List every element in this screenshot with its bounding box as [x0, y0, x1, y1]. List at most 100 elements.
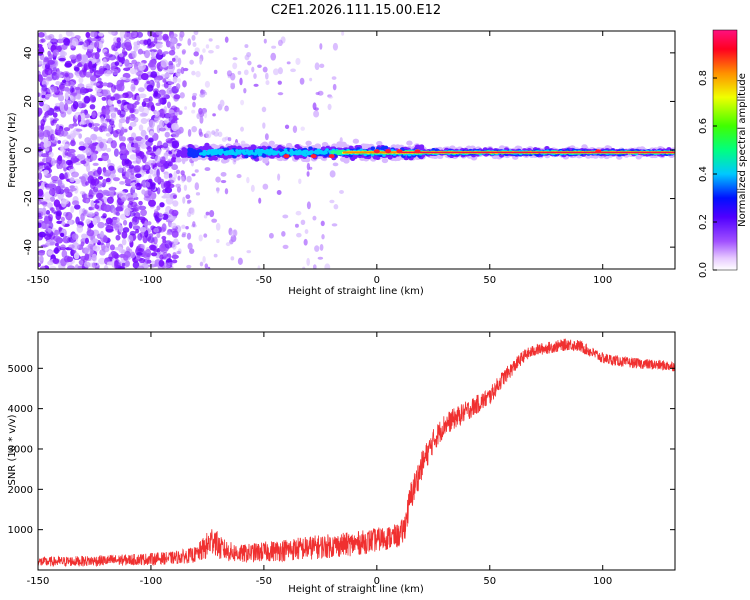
noise-blob [56, 70, 61, 77]
noise-blob [132, 261, 140, 269]
noise-blob [129, 121, 137, 127]
noise-blob [38, 162, 46, 166]
noise-blob [153, 175, 162, 183]
sparse-blob [200, 89, 206, 95]
noise-blob [86, 229, 95, 237]
noise-blob [84, 113, 90, 119]
noise-blob [57, 179, 63, 187]
noise-blob [148, 119, 155, 129]
noise-blob [55, 242, 59, 247]
noise-blob [161, 223, 167, 232]
sparse-blob [191, 95, 197, 101]
noise-blob [109, 110, 117, 115]
noise-blob [102, 235, 108, 243]
sparse-blob [181, 50, 186, 55]
noise-blob [60, 110, 67, 118]
noise-blob [130, 67, 137, 75]
noise-blob [124, 209, 131, 217]
sparse-blob [290, 68, 296, 73]
sparse-blob [262, 183, 269, 190]
noise-blob [71, 91, 78, 96]
noise-blob [46, 202, 53, 209]
sparse-blob [341, 31, 345, 36]
sparse-blob [176, 68, 182, 74]
noise-blob [44, 140, 52, 147]
sparse-blob [272, 68, 279, 76]
carrier-blob [181, 149, 187, 155]
noise-blob [154, 77, 160, 83]
sparse-blob [224, 105, 229, 112]
noise-blob [56, 156, 63, 165]
sparse-blob [286, 61, 291, 65]
noise-blob [95, 192, 104, 199]
sparse-blob [194, 169, 199, 173]
sparse-blob [243, 87, 247, 94]
noise-blob [138, 93, 147, 99]
noise-blob [118, 52, 124, 58]
noise-blob [150, 51, 155, 57]
noise-blob [116, 99, 122, 104]
sparse-blob [225, 242, 231, 247]
noise-blob [83, 193, 88, 200]
noise-blob [150, 191, 157, 200]
noise-blob [141, 189, 146, 195]
sparse-blob [319, 244, 324, 251]
sparse-blob [191, 125, 198, 133]
noise-blob [118, 224, 123, 233]
noise-blob [145, 181, 151, 188]
noise-blob [55, 81, 61, 86]
noise-blob [132, 204, 140, 212]
sparse-blob [217, 131, 223, 138]
sparse-blob [265, 80, 270, 86]
sparse-blob [226, 70, 232, 77]
noise-blob [171, 140, 180, 149]
noise-blob [171, 57, 176, 62]
noise-blob [60, 244, 66, 250]
noise-blob [115, 128, 121, 134]
noise-blob [157, 49, 163, 55]
noise-blob [43, 215, 49, 225]
noise-blob [92, 123, 100, 127]
noise-blob [171, 164, 179, 171]
noise-blob [140, 209, 147, 217]
sparse-blob [186, 232, 192, 240]
sparse-blob [227, 137, 232, 142]
sparse-blob [263, 38, 267, 44]
sparse-blob [199, 58, 203, 65]
noise-blob [45, 156, 53, 165]
sparse-blob [204, 80, 211, 88]
noise-blob [107, 31, 116, 35]
noise-blob [92, 245, 101, 252]
sparse-blob [178, 34, 184, 42]
sparse-blob [215, 222, 221, 231]
noise-blob [106, 196, 114, 204]
noise-blob [85, 147, 92, 157]
noise-blob [83, 210, 88, 215]
sparse-blob [186, 211, 192, 218]
sparse-blob [314, 107, 319, 111]
carrier-blob [176, 149, 182, 154]
carrier-blob [343, 158, 350, 164]
noise-blob [84, 237, 90, 245]
noise-blob [162, 79, 167, 83]
sparse-blob [319, 43, 323, 50]
noise-blob [44, 35, 52, 40]
noise-blob [137, 87, 145, 93]
carrier-blob [199, 152, 203, 156]
noise-blob [140, 117, 148, 124]
noise-blob [140, 244, 146, 249]
sparse-blob [309, 77, 313, 82]
noise-blob [146, 259, 152, 264]
carrier-blob [252, 155, 257, 159]
carrier-blob [237, 151, 242, 154]
noise-blob [44, 111, 49, 117]
noise-blob [51, 175, 59, 182]
noise-blob [160, 164, 165, 173]
noise-blob [172, 115, 178, 122]
noise-blob [153, 236, 158, 245]
noise-blob [68, 219, 73, 226]
sparse-blob [240, 126, 244, 132]
noise-blob [171, 122, 179, 132]
noise-blob [163, 73, 171, 78]
noise-blob [137, 48, 143, 55]
